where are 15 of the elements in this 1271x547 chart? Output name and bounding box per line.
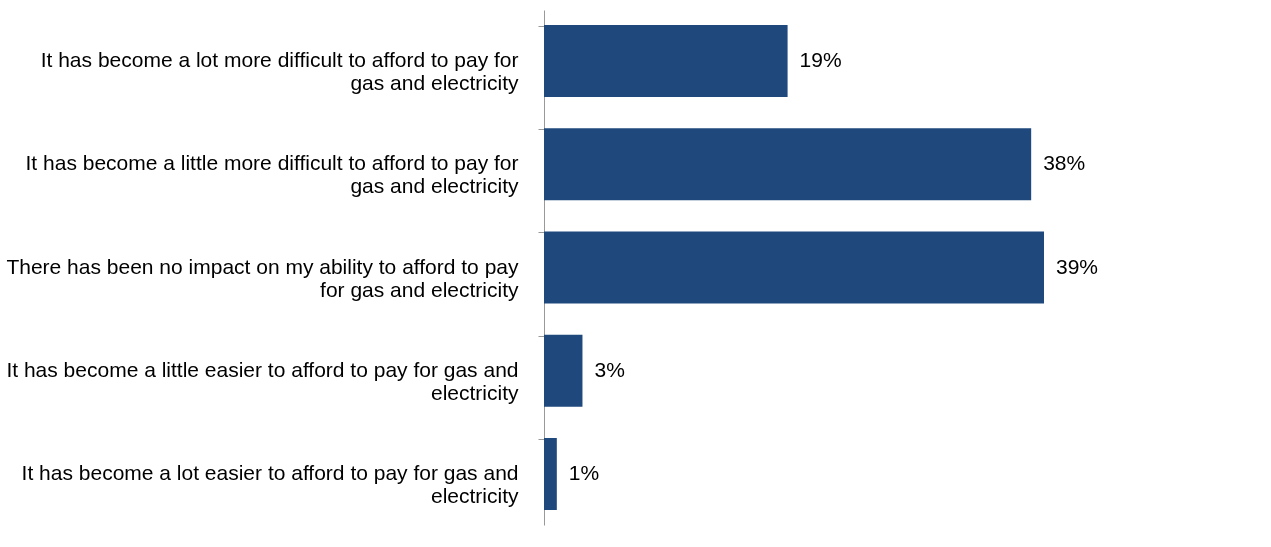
y-tick-label: It has become a lot more difficult to afford to pay for gas and electricity xyxy=(40,48,519,95)
bar xyxy=(544,128,1032,201)
data-label: 38% xyxy=(1043,151,1086,175)
y-tick-label: It has become a little more difficult to afford to pay for gas and electricity xyxy=(25,151,519,198)
bar xyxy=(544,231,1044,304)
bar xyxy=(544,334,583,407)
data-label: 3% xyxy=(594,357,625,381)
data-label: 19% xyxy=(799,48,842,72)
data-label: 1% xyxy=(568,460,600,484)
bar xyxy=(544,25,788,98)
y-tick-label: There has been no impact on my ability to afford to pay for gas and electricity xyxy=(6,254,519,301)
y-tick-label: It has become a lot easier to afford to pay for gas and electricity xyxy=(21,460,519,507)
data-label: 39% xyxy=(1056,254,1099,278)
bar xyxy=(544,437,557,510)
y-tick-label: It has become a little easier to afford to pay for gas and electricity xyxy=(6,357,519,404)
